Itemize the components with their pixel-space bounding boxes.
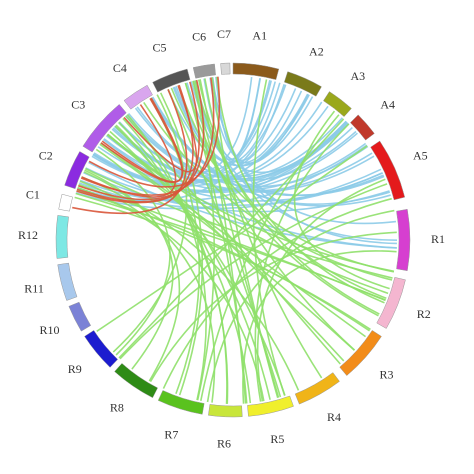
chromosome-label: R11 <box>24 281 44 295</box>
link <box>159 92 204 396</box>
link <box>88 76 221 188</box>
link <box>252 79 286 396</box>
chromosome-label: C4 <box>113 61 127 75</box>
chromosome-segment <box>152 68 191 93</box>
chromosome-segment <box>220 62 231 75</box>
chromosome-label: C3 <box>71 97 85 111</box>
link <box>177 85 379 317</box>
chromosome-label: R10 <box>40 323 60 337</box>
links <box>72 76 398 404</box>
link <box>107 133 345 362</box>
link <box>78 168 382 210</box>
link <box>92 93 309 187</box>
chromosome-segment <box>323 91 352 117</box>
link <box>190 81 398 241</box>
link <box>199 79 247 404</box>
chromosome-segment <box>192 63 216 79</box>
chromosome-label: A2 <box>309 44 324 58</box>
chromosome-label: A4 <box>380 97 395 111</box>
link <box>114 125 271 400</box>
link <box>167 89 385 196</box>
link <box>74 196 371 331</box>
link <box>84 169 174 370</box>
link <box>80 77 215 196</box>
chromosome-label: C1 <box>26 187 40 201</box>
link <box>242 250 397 404</box>
link <box>197 79 380 315</box>
link <box>96 145 368 332</box>
link <box>215 76 285 162</box>
link <box>211 77 279 399</box>
chromosome-segment <box>283 71 322 97</box>
chromosome-label: C6 <box>192 30 206 44</box>
chromosome-label: R9 <box>68 362 82 376</box>
chromosome-segment <box>157 390 205 415</box>
chromosome-segment <box>208 404 243 418</box>
chromosome-label: C2 <box>39 148 53 162</box>
chromosome-label: A5 <box>413 148 428 162</box>
link <box>143 101 393 281</box>
chromosome-label: R2 <box>417 307 431 321</box>
chromosome-label: R1 <box>431 232 445 246</box>
chromosome-segment <box>68 301 92 332</box>
chromosome-segment <box>376 277 406 329</box>
chromosome-segment <box>370 140 406 201</box>
chromosome-segment <box>232 62 280 80</box>
link <box>184 82 356 351</box>
chromosome-segment <box>84 330 119 368</box>
chromosome-segment <box>64 151 90 190</box>
chromosome-label: R7 <box>164 427 178 441</box>
link <box>254 123 350 402</box>
chromosome-segment <box>55 215 69 259</box>
link <box>194 80 387 299</box>
chromosome-segment <box>350 114 375 141</box>
chromosome-label: R5 <box>270 432 284 446</box>
chromosome-segment <box>58 193 73 212</box>
link <box>100 142 367 338</box>
chromosome-label: R12 <box>18 228 38 242</box>
chromosome-segment <box>339 330 382 376</box>
link <box>122 117 228 404</box>
link <box>119 183 388 360</box>
link <box>206 209 395 403</box>
chromosome-label: R8 <box>110 401 124 415</box>
chromosome-label: R3 <box>380 368 394 382</box>
link <box>149 231 397 383</box>
link <box>123 85 198 173</box>
chromosome-segment <box>396 208 411 272</box>
chromosome-label: A1 <box>252 29 267 43</box>
chromosome-segment <box>123 84 153 110</box>
chromosome-segment <box>82 104 127 153</box>
link <box>200 114 340 401</box>
link <box>162 197 392 389</box>
link <box>192 80 216 401</box>
chromosome-label: R6 <box>217 437 231 451</box>
chromosome-segment <box>294 372 340 405</box>
link <box>293 110 390 290</box>
link <box>112 94 188 353</box>
chromosome-label: C5 <box>153 40 167 54</box>
chromosome-label: C7 <box>217 27 231 41</box>
chromosome-segment <box>247 395 294 417</box>
link <box>256 178 386 402</box>
chromosome-label: A3 <box>350 69 365 83</box>
chromosome-segment <box>57 262 78 301</box>
chromosome-label: R4 <box>327 410 341 424</box>
chromosome-segment <box>114 363 158 399</box>
link <box>101 97 184 183</box>
